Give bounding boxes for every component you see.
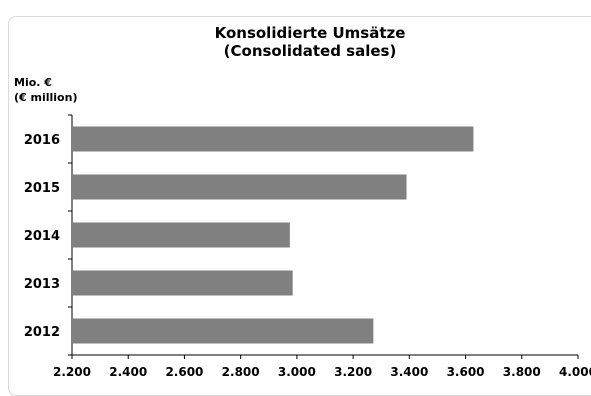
x-tick-label: 3.000 — [278, 365, 316, 379]
bar-chart: Konsolidierte Umsätze (Consolidated sale… — [14, 24, 591, 379]
category-label-2012: 2012 — [24, 325, 60, 340]
x-tick-label: 2.600 — [165, 365, 203, 379]
bar-2013 — [73, 270, 293, 296]
bar-2014 — [73, 222, 290, 248]
x-tick-label: 2.400 — [109, 365, 147, 379]
bar-2015 — [73, 174, 407, 200]
category-label-2015: 2015 — [24, 181, 60, 196]
plot-area: 2016 2015 2014 2013 2012 2.200 2.400 2.600 2.800… — [24, 114, 591, 379]
bar-2016 — [73, 126, 474, 152]
unit-label: Mio. € — [14, 76, 52, 89]
category-label-2013: 2013 — [24, 277, 60, 292]
chart-subtitle: (Consolidated sales) — [224, 42, 397, 60]
x-tick-label: 3.600 — [447, 365, 485, 379]
bar-2012 — [73, 318, 374, 344]
chart-title: Konsolidierte Umsätze — [215, 24, 406, 42]
x-tick-label: 3.400 — [390, 365, 428, 379]
x-tick-label: 4.000 — [559, 365, 591, 379]
category-label-2016: 2016 — [24, 133, 60, 148]
x-tick-label: 3.200 — [334, 365, 372, 379]
unit-label-english: (€ million) — [14, 91, 77, 104]
x-tick-label: 2.800 — [222, 365, 260, 379]
category-label-2014: 2014 — [24, 229, 60, 244]
x-tick-label: 2.200 — [53, 365, 91, 379]
x-tick-label: 3.800 — [503, 365, 541, 379]
